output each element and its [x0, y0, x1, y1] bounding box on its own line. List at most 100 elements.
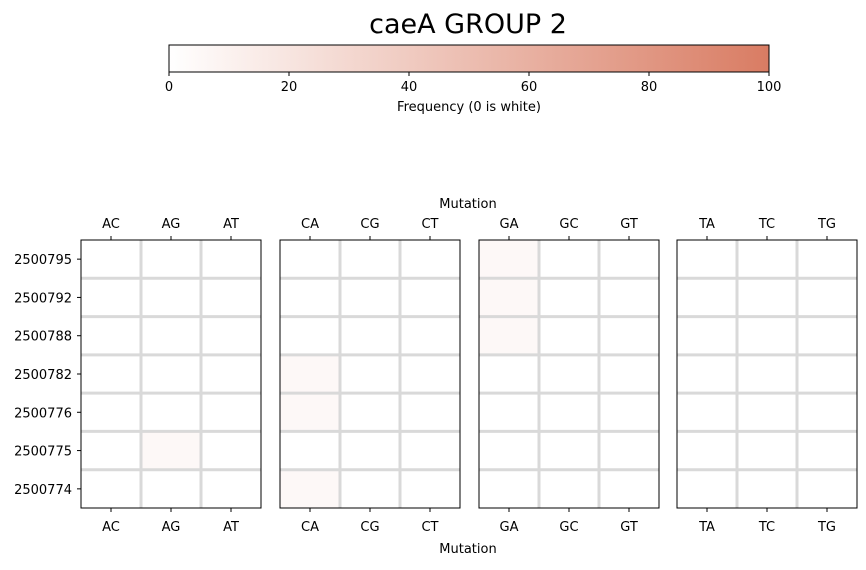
heatmap-panel-g: GA GA GC GC GT GT [478, 217, 660, 535]
heatmap-cell [280, 431, 340, 470]
heatmap-cell [677, 316, 737, 355]
heatmap-cell [797, 354, 857, 394]
heatmap-cell [81, 278, 141, 317]
heatmap-cell [599, 469, 659, 508]
column-label-bottom: AT [223, 520, 239, 535]
heatmap-cell [81, 354, 141, 394]
heatmap-cell [201, 316, 261, 355]
heatmap-cell [479, 240, 539, 279]
heatmap-cell [81, 469, 141, 508]
heatmap-cell [797, 431, 857, 470]
heatmap-cell [737, 431, 797, 470]
column-label-bottom: TG [817, 520, 836, 535]
heatmap-cell [599, 431, 659, 470]
chart-title: caeA GROUP 2 [369, 9, 567, 40]
heatmap-cell [400, 393, 460, 432]
heatmap-cell [280, 316, 340, 355]
heatmap-cell [599, 393, 659, 432]
column-label-bottom: GT [620, 520, 638, 535]
column-label-top: CT [421, 217, 438, 232]
heatmap-cell [677, 469, 737, 508]
heatmap-cell [539, 278, 599, 317]
row-label: 2500788 [14, 330, 72, 345]
heatmap-cell [677, 278, 737, 317]
heatmap-cell [797, 469, 857, 508]
heatmap-cell [737, 316, 797, 355]
heatmap-cell [81, 316, 141, 355]
heatmap-cell [340, 278, 400, 317]
colorbar-gradient [168, 44, 770, 73]
heatmap-cell [797, 278, 857, 317]
heatmap-panel-t: TA TA TC TC TG TG [676, 217, 858, 535]
heatmap-cell [797, 393, 857, 432]
heatmap-cell [539, 354, 599, 394]
heatmap-cell [81, 431, 141, 470]
heatmap-cell [81, 393, 141, 432]
column-label-bottom: AG [162, 520, 181, 535]
colorbar-tick-label: 40 [401, 80, 418, 95]
heatmap-cell [737, 393, 797, 432]
heatmap-cell [479, 393, 539, 432]
heatmap-panel-c: CA CA CG CG CT CT [279, 217, 461, 535]
heatmap-cell [340, 431, 400, 470]
heatmap-cell [677, 431, 737, 470]
column-label-bottom: TA [698, 520, 715, 535]
heatmap-cell [400, 469, 460, 508]
heatmap-cell [737, 278, 797, 317]
heatmap-cell [400, 240, 460, 279]
column-label-bottom: CT [421, 520, 438, 535]
column-label-top: TG [817, 217, 836, 232]
heatmap-cell [141, 469, 201, 508]
row-label: 2500775 [14, 445, 72, 460]
heatmap-cell [280, 354, 340, 394]
column-label-bottom: CA [301, 520, 319, 535]
heatmap-cell [340, 469, 400, 508]
heatmap-panel-a: AC AC AG AG AT AT [80, 217, 262, 535]
column-label-bottom: AC [102, 520, 120, 535]
heatmap-cell [141, 431, 201, 470]
heatmap-cell [400, 316, 460, 355]
heatmap-cell [479, 431, 539, 470]
row-labels: 2500795 2500792 2500788 2500782 2500776 25007… [14, 253, 81, 498]
heatmap-cell [141, 354, 201, 394]
heatmap-cell [340, 316, 400, 355]
colorbar-tick-label: 100 [757, 80, 782, 95]
colorbar-label: Frequency (0 is white) [397, 100, 541, 115]
heatmap-cell [400, 354, 460, 394]
heatmap-cell [201, 278, 261, 317]
column-label-bottom: TC [758, 520, 775, 535]
x-axis-label-bottom: Mutation [439, 542, 496, 557]
column-label-top: GA [500, 217, 519, 232]
heatmap-cell [677, 354, 737, 394]
heatmap-cell [340, 393, 400, 432]
heatmap-cell [280, 469, 340, 508]
heatmap-cell [201, 354, 261, 394]
heatmap-cell [479, 278, 539, 317]
heatmap-cell [280, 240, 340, 279]
heatmap-cell [539, 431, 599, 470]
heatmap-cell [479, 316, 539, 355]
heatmap-cell [141, 278, 201, 317]
column-label-top: CG [360, 217, 379, 232]
column-label-top: AG [162, 217, 181, 232]
column-label-top: TC [758, 217, 775, 232]
heatmap-panels: ACACAGAGATATCACACGCGCTCTGAGAGCGCGTGTTATA… [80, 217, 858, 535]
heatmap-cell [797, 316, 857, 355]
column-label-top: AC [102, 217, 120, 232]
column-label-top: GC [559, 217, 578, 232]
colorbar-tick-label: 0 [165, 80, 173, 95]
row-label: 2500776 [14, 406, 72, 421]
heatmap-cell [340, 354, 400, 394]
row-label: 2500792 [14, 291, 72, 306]
heatmap-cell [201, 393, 261, 432]
heatmap-cell [677, 240, 737, 279]
column-label-bottom: GA [500, 520, 519, 535]
heatmap-cell [479, 469, 539, 508]
heatmap-cell [737, 469, 797, 508]
heatmap-cell [599, 316, 659, 355]
heatmap-cell [141, 316, 201, 355]
row-label: 2500782 [14, 368, 72, 383]
heatmap-cell [141, 393, 201, 432]
column-label-bottom: GC [559, 520, 578, 535]
